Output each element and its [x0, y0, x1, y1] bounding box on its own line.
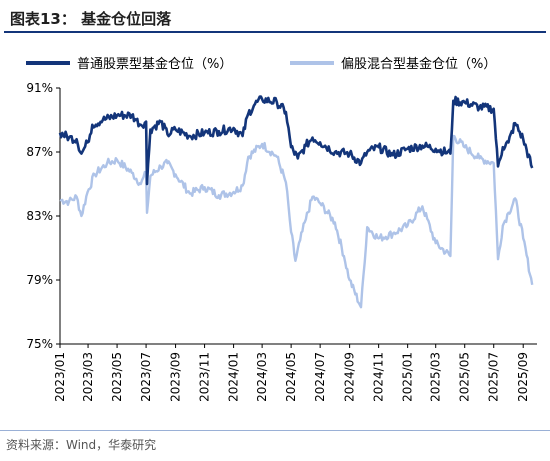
x-tick-label: 2023/01	[53, 352, 67, 402]
x-tick-label: 2024/07	[313, 352, 327, 402]
x-tick-label: 2025/03	[429, 352, 443, 402]
page-title: 图表13： 基金仓位回落	[10, 10, 172, 28]
series-line-mixed	[59, 134, 534, 309]
source-note: 资料来源：Wind，华泰研究	[6, 438, 157, 452]
title-bar: 图表13： 基金仓位回落	[4, 4, 546, 33]
x-tick-label: 2024/05	[284, 352, 298, 402]
x-tick-label: 2025/05	[458, 352, 472, 402]
x-tick-label: 2023/07	[139, 352, 153, 402]
x-tick-label: 2023/09	[169, 352, 183, 402]
y-tick-label: 91%	[26, 81, 53, 95]
x-tick-label: 2025/01	[401, 352, 415, 402]
y-tick-label: 87%	[26, 145, 53, 159]
line-chart: 75% 79% 83% 87% 91% 2023/01 2023/03 2023/05 2023…	[26, 56, 537, 402]
x-tick-label: 2024/09	[343, 352, 357, 402]
y-tick-label: 75%	[26, 337, 53, 351]
x-tick-label: 2025/07	[487, 352, 501, 402]
x-tick-label: 2023/03	[81, 352, 95, 402]
x-tick-label: 2023/05	[110, 352, 124, 402]
title-rule	[4, 31, 546, 33]
legend-label-mixed: 偏股混合型基金仓位（%）	[341, 56, 496, 72]
series-line-stock	[58, 95, 534, 186]
footer-rule	[0, 430, 550, 431]
legend-label-stock: 普通股票型基金仓位（%）	[77, 56, 232, 72]
x-tick-label: 2024/11	[372, 352, 386, 402]
y-tick-label: 83%	[26, 209, 53, 223]
x-tick-label: 2024/01	[227, 352, 241, 402]
y-tick-label: 79%	[26, 273, 53, 287]
x-tick-label: 2025/09	[516, 352, 530, 402]
x-tick-label: 2023/11	[198, 352, 212, 402]
x-tick-label: 2024/03	[255, 352, 269, 402]
